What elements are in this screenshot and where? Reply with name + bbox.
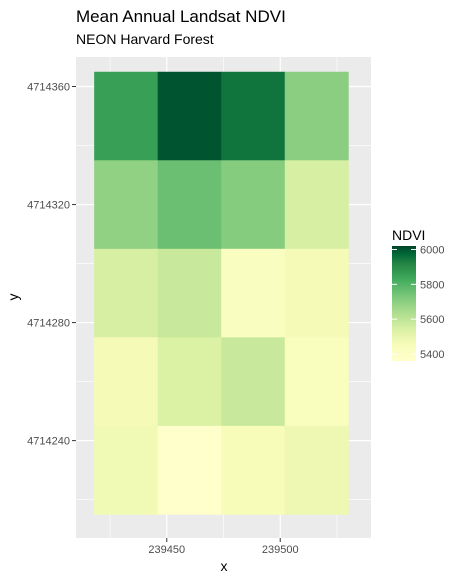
heatmap-cell xyxy=(284,160,349,250)
heatmap-cell xyxy=(221,337,286,427)
x-tick-label: 239450 xyxy=(148,544,185,556)
heatmap-cell xyxy=(221,248,286,338)
heatmap-cell xyxy=(94,248,159,338)
heatmap-cell xyxy=(157,425,222,515)
heatmap-cell xyxy=(221,71,286,161)
heatmap-cell xyxy=(284,337,349,427)
legend-ticks: 6000 5800 5600 5400 xyxy=(392,244,444,361)
legend: NDVI 6000 5800 5600 5400 xyxy=(392,227,444,361)
legend-tick-label: 5800 xyxy=(420,279,444,291)
y-axis-label: y xyxy=(5,294,21,301)
legend-tick-label: 5600 xyxy=(420,314,444,326)
heatmap-cell xyxy=(157,248,222,338)
heatmap-cell xyxy=(94,160,159,250)
legend-tick-label: 6000 xyxy=(420,244,444,256)
heatmap-cell xyxy=(94,425,159,515)
heatmap-cell xyxy=(221,160,286,250)
heatmap-cell xyxy=(284,425,349,515)
y-tick-label: 4714320 xyxy=(27,200,70,212)
chart-title: Mean Annual Landsat NDVI xyxy=(76,7,286,26)
heatmap-cell xyxy=(284,71,349,161)
heatmap-cell xyxy=(157,160,222,250)
y-tick-label: 4714280 xyxy=(27,318,70,330)
heatmap-cells xyxy=(94,71,349,515)
x-tick-label: 239500 xyxy=(262,544,299,556)
heatmap-cell xyxy=(94,71,159,161)
y-tick-label: 4714240 xyxy=(27,436,70,448)
legend-tick-label: 5400 xyxy=(420,349,444,361)
heatmap-cell xyxy=(94,337,159,427)
legend-title: NDVI xyxy=(392,227,425,243)
y-axis-ticks: 4714240 4714280 4714320 4714360 xyxy=(27,82,76,448)
heatmap-cell xyxy=(284,248,349,338)
y-tick-label: 4714360 xyxy=(27,82,70,94)
x-axis-ticks: 239450 239500 xyxy=(148,538,299,556)
heatmap-cell xyxy=(221,425,286,515)
legend-colorbar xyxy=(392,246,416,361)
chart-subtitle: NEON Harvard Forest xyxy=(76,31,214,47)
heatmap-cell xyxy=(157,337,222,427)
x-axis-label: x xyxy=(221,558,228,574)
heatmap-cell xyxy=(157,71,222,161)
